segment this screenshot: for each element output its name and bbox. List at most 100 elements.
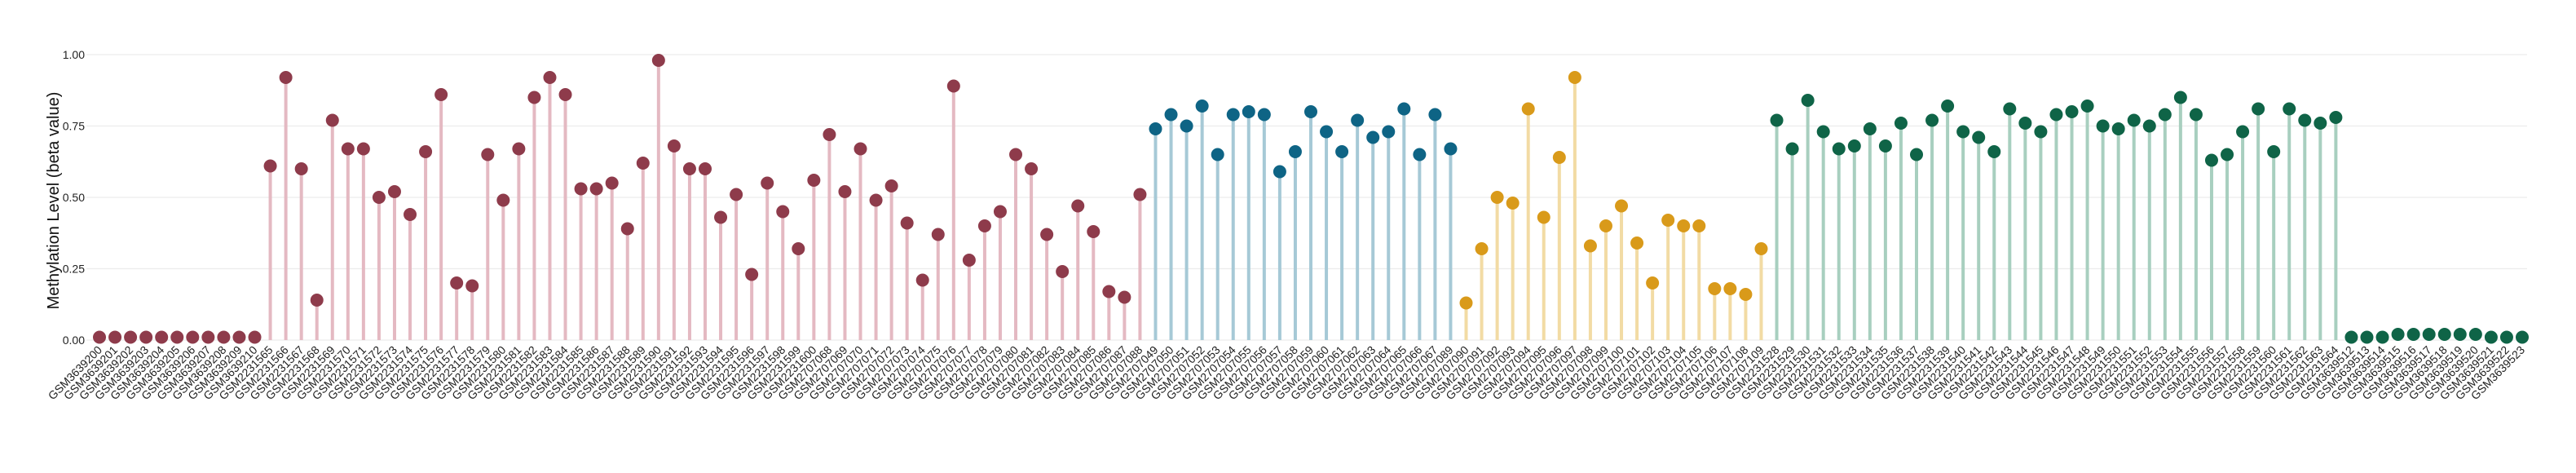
data-point — [2484, 330, 2498, 344]
data-point — [1646, 276, 1660, 290]
data-point — [1397, 102, 1411, 116]
data-point — [1583, 239, 1597, 253]
data-point — [1521, 102, 1535, 116]
data-point — [605, 176, 619, 190]
data-point — [1910, 148, 1923, 161]
data-point — [1118, 290, 1131, 304]
data-point — [1506, 197, 1520, 210]
data-point — [1335, 145, 1349, 158]
data-point — [1164, 108, 1178, 122]
data-point — [807, 174, 821, 187]
points — [93, 54, 2529, 344]
data-point — [1087, 225, 1101, 238]
data-point — [1537, 210, 1550, 224]
data-point — [1739, 288, 1753, 301]
data-point — [854, 142, 867, 156]
data-point — [279, 71, 293, 84]
data-point — [1863, 122, 1877, 135]
data-point — [1428, 108, 1442, 122]
data-point — [325, 113, 339, 127]
data-point — [512, 142, 526, 156]
data-point — [2283, 102, 2296, 116]
x-axis-labels: GSM3639200GSM3639201GSM3639202GSM3639203… — [46, 343, 2528, 403]
data-point — [792, 242, 805, 255]
data-point — [170, 330, 184, 344]
y-tick-label: 0.00 — [63, 334, 85, 347]
data-point — [2065, 105, 2079, 118]
data-point — [1972, 130, 1986, 144]
data-point — [217, 330, 231, 344]
data-point — [900, 216, 914, 230]
data-point — [2096, 119, 2110, 133]
data-point — [1987, 145, 2001, 158]
data-point — [1413, 148, 1427, 161]
data-point — [558, 88, 572, 101]
data-point — [2080, 99, 2094, 113]
data-point — [2298, 113, 2312, 127]
data-point — [667, 139, 681, 153]
data-point — [1351, 113, 1365, 127]
data-point — [1040, 228, 1054, 241]
data-point — [636, 157, 650, 170]
data-point — [2204, 153, 2218, 167]
data-point — [1257, 108, 1271, 122]
data-point — [263, 159, 277, 173]
data-point — [1242, 105, 1255, 118]
data-point — [2158, 108, 2172, 122]
data-point — [1304, 105, 1317, 118]
data-point — [776, 205, 790, 219]
data-point — [946, 79, 960, 93]
data-point — [372, 191, 386, 204]
data-point — [387, 185, 401, 198]
data-point — [1320, 125, 1334, 139]
data-point — [838, 185, 852, 198]
data-point — [1288, 145, 1302, 158]
data-point — [2003, 102, 2017, 116]
data-point — [589, 182, 603, 196]
data-point — [465, 279, 479, 293]
data-point — [1459, 296, 1473, 310]
data-point — [1925, 113, 1939, 127]
data-point — [450, 276, 464, 290]
data-point — [1630, 236, 1644, 250]
data-point — [434, 88, 448, 101]
data-point — [356, 142, 370, 156]
data-point — [481, 148, 495, 161]
data-point — [2252, 102, 2265, 116]
data-point — [155, 330, 169, 344]
data-point — [496, 193, 510, 207]
data-point — [869, 193, 883, 207]
data-point — [1723, 282, 1737, 295]
data-point — [2221, 148, 2234, 161]
grid-lines — [86, 54, 2527, 341]
data-point — [2391, 328, 2405, 341]
data-point — [1770, 113, 1784, 127]
data-point — [682, 162, 696, 175]
data-point — [1273, 165, 1286, 179]
data-point — [2236, 125, 2250, 139]
data-point — [1149, 122, 1162, 135]
data-point — [915, 273, 929, 287]
data-point — [2375, 330, 2389, 344]
data-point — [1956, 125, 1970, 139]
data-point — [2127, 113, 2141, 127]
data-point — [977, 219, 991, 232]
data-point — [1878, 139, 1892, 153]
data-point — [1475, 242, 1489, 255]
data-point — [2406, 328, 2420, 341]
data-point — [1692, 219, 1706, 232]
data-point — [1366, 130, 1380, 144]
data-point — [1568, 71, 1581, 84]
data-point — [1490, 191, 1504, 204]
y-tick-label: 0.50 — [63, 191, 85, 204]
data-point — [745, 267, 759, 281]
y-tick-label: 0.75 — [63, 120, 85, 133]
data-point — [2189, 108, 2203, 122]
data-point — [1226, 108, 1240, 122]
data-point — [93, 330, 106, 344]
data-point — [2329, 111, 2343, 124]
data-point — [884, 179, 898, 192]
data-point — [1552, 151, 1566, 164]
data-point — [1102, 285, 1116, 298]
